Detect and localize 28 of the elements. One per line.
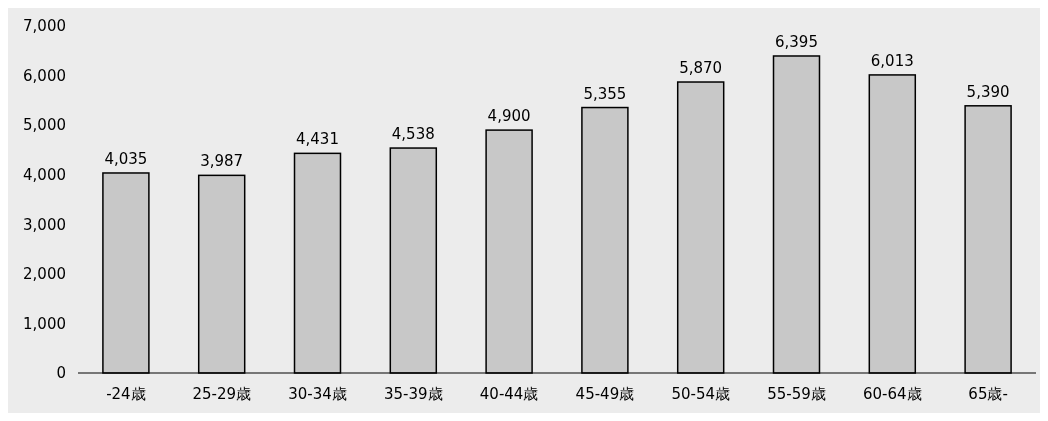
x-tick-label: 30-34歳 bbox=[288, 385, 347, 403]
y-tick-label: 1,000 bbox=[23, 314, 66, 333]
data-label: 4,431 bbox=[296, 130, 339, 149]
y-tick-label: 2,000 bbox=[23, 265, 66, 284]
x-tick-label: 40-44歳 bbox=[479, 385, 539, 403]
data-label: 3,987 bbox=[200, 152, 244, 171]
y-tick-label: 6,000 bbox=[23, 66, 66, 85]
data-label: 4,035 bbox=[104, 149, 148, 168]
y-tick-label: 0 bbox=[56, 364, 66, 383]
x-tick-label: 65歳- bbox=[968, 385, 1008, 403]
data-label: 6,395 bbox=[775, 32, 818, 51]
y-tick-label: 7,000 bbox=[23, 17, 66, 36]
data-label: 4,900 bbox=[487, 107, 531, 126]
y-tick-label: 3,000 bbox=[23, 215, 66, 234]
x-tick-label: 50-54歳 bbox=[671, 385, 730, 403]
x-tick-label: 45-49歳 bbox=[575, 385, 635, 403]
data-label: 6,013 bbox=[870, 51, 914, 70]
data-label: 5,870 bbox=[679, 59, 723, 78]
y-tick-label: 4,000 bbox=[23, 165, 66, 184]
x-tick-label: 60-64歳 bbox=[863, 385, 922, 403]
data-label: 5,355 bbox=[583, 84, 627, 103]
y-tick-label: 5,000 bbox=[23, 116, 66, 135]
x-tick-label: -24歳 bbox=[106, 385, 146, 403]
x-tick-label: 35-39歳 bbox=[384, 385, 443, 403]
x-tick-label: 25-29歳 bbox=[192, 385, 251, 403]
data-label: 5,390 bbox=[966, 82, 1010, 101]
data-label: 4,538 bbox=[391, 125, 435, 144]
x-tick-label: 55-59歳 bbox=[767, 385, 826, 403]
